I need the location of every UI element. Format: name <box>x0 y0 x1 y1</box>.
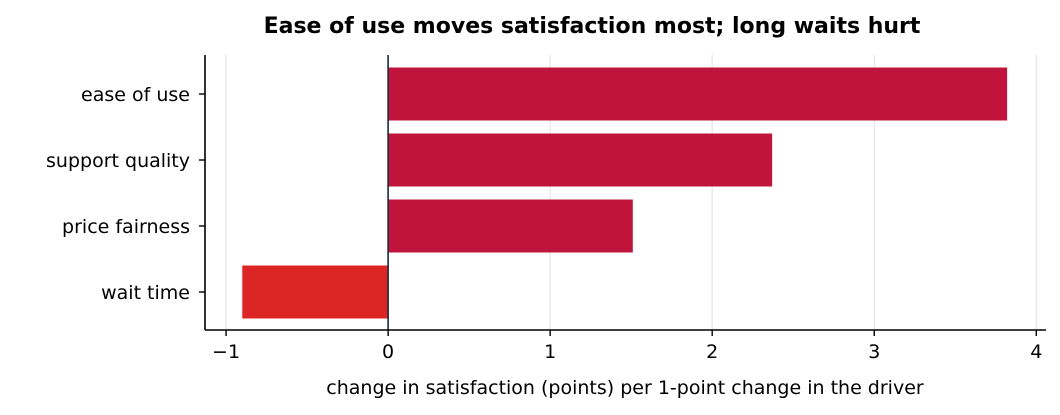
x-tick-label-1: 0 <box>382 341 394 363</box>
y-tick-label-1: support quality <box>46 150 190 172</box>
y-axis-ticks: ease of use support quality price fairness… <box>46 84 205 304</box>
x-tick-label-5: 4 <box>1030 341 1042 363</box>
x-tick-label-2: 1 <box>544 341 556 363</box>
bar-ease-of-use <box>388 67 1008 121</box>
x-axis-ticks: −1 0 1 2 3 4 <box>212 330 1042 363</box>
y-tick-label-2: price fairness <box>62 216 190 238</box>
x-axis-label: change in satisfaction (points) per 1-po… <box>326 377 924 399</box>
chart-title: Ease of use moves satisfaction most; lon… <box>264 14 921 39</box>
x-tick-label-3: 2 <box>706 341 718 363</box>
x-tick-label-0: −1 <box>212 341 240 363</box>
bar-wait-time <box>242 265 389 319</box>
bar-support-quality <box>388 133 773 187</box>
bar-price-fairness <box>388 199 633 253</box>
x-tick-label-4: 3 <box>868 341 880 363</box>
y-tick-label-3: wait time <box>101 282 190 304</box>
y-tick-label-0: ease of use <box>81 84 190 106</box>
bars <box>242 67 1008 319</box>
